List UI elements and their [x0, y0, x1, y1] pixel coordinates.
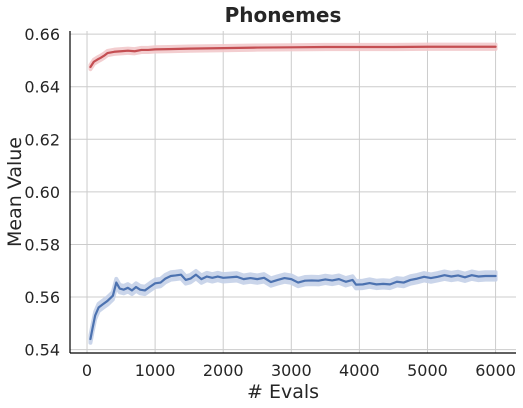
- grid-lines: [70, 31, 516, 353]
- x-tick-label: 6000: [475, 361, 516, 380]
- x-tick-labels: 0 1000 2000 3000 4000 5000 6000: [82, 361, 516, 380]
- y-tick-labels: 0.54 0.56 0.58 0.60 0.62 0.64 0.66: [24, 25, 60, 359]
- x-tick-label: 2000: [203, 361, 244, 380]
- axes-spines: [69, 31, 516, 354]
- series-2-band: [88, 268, 498, 345]
- y-tick-label: 0.64: [24, 78, 60, 97]
- y-tick-label: 0.62: [24, 130, 60, 149]
- x-axis-label: # Evals: [247, 381, 319, 403]
- y-tick-label: 0.54: [24, 341, 60, 360]
- x-tick-label: 5000: [407, 361, 448, 380]
- chart-title: Phonemes: [225, 3, 342, 27]
- y-tick-label: 0.60: [24, 183, 60, 202]
- x-tick-label: 3000: [271, 361, 312, 380]
- series-1-line: [89, 45, 497, 69]
- confidence-bands: [88, 42, 498, 345]
- series-2-line: [89, 273, 497, 341]
- x-tick-label: 4000: [339, 361, 380, 380]
- y-tick-label: 0.58: [24, 235, 60, 254]
- series-lines: [89, 45, 497, 341]
- x-tick-label: 0: [82, 361, 92, 380]
- x-tick-label: 1000: [135, 361, 176, 380]
- y-axis-label: Mean Value: [4, 137, 26, 247]
- y-tick-label: 0.66: [24, 25, 60, 44]
- y-tick-label: 0.56: [24, 288, 60, 307]
